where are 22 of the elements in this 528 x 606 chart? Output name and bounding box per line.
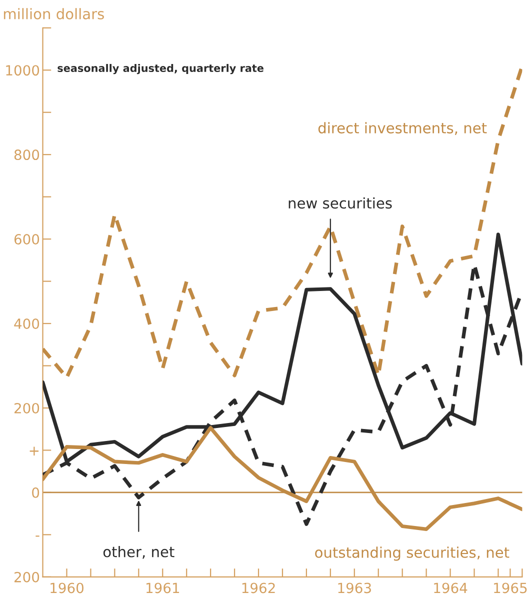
y-tick-label: 600 bbox=[14, 234, 40, 245]
annotation: other, net bbox=[103, 546, 174, 559]
text: new securities bbox=[288, 197, 392, 209]
y-tick-label: 200 bbox=[14, 402, 40, 414]
y-tick-label: + bbox=[30, 446, 39, 456]
x-tick-label: 1960 bbox=[50, 582, 84, 594]
series-label: outstanding securities, net bbox=[315, 546, 510, 561]
y-tick-label: 400 bbox=[14, 318, 40, 329]
line-series bbox=[42, 426, 522, 531]
x-tick-label: 1961 bbox=[146, 582, 180, 594]
series-label: direct investments, net bbox=[318, 122, 487, 135]
x-tick-label: 1964 bbox=[434, 582, 468, 594]
x-tick-label: 1963 bbox=[338, 582, 371, 594]
y-tick-label: - bbox=[36, 536, 40, 537]
y-tick-label: 1000 bbox=[6, 65, 40, 76]
y-tick-label: 0 bbox=[32, 487, 40, 498]
y-axis-title: million dollars bbox=[4, 8, 104, 20]
y-tick-label: 200 bbox=[14, 572, 40, 582]
x-tick-label: 1965 bbox=[494, 582, 527, 594]
y-tick-label: 800 bbox=[14, 150, 40, 160]
annotation: seasonally adjusted, quarterly rate bbox=[58, 64, 264, 74]
x-tick-label: 1962 bbox=[242, 582, 275, 594]
